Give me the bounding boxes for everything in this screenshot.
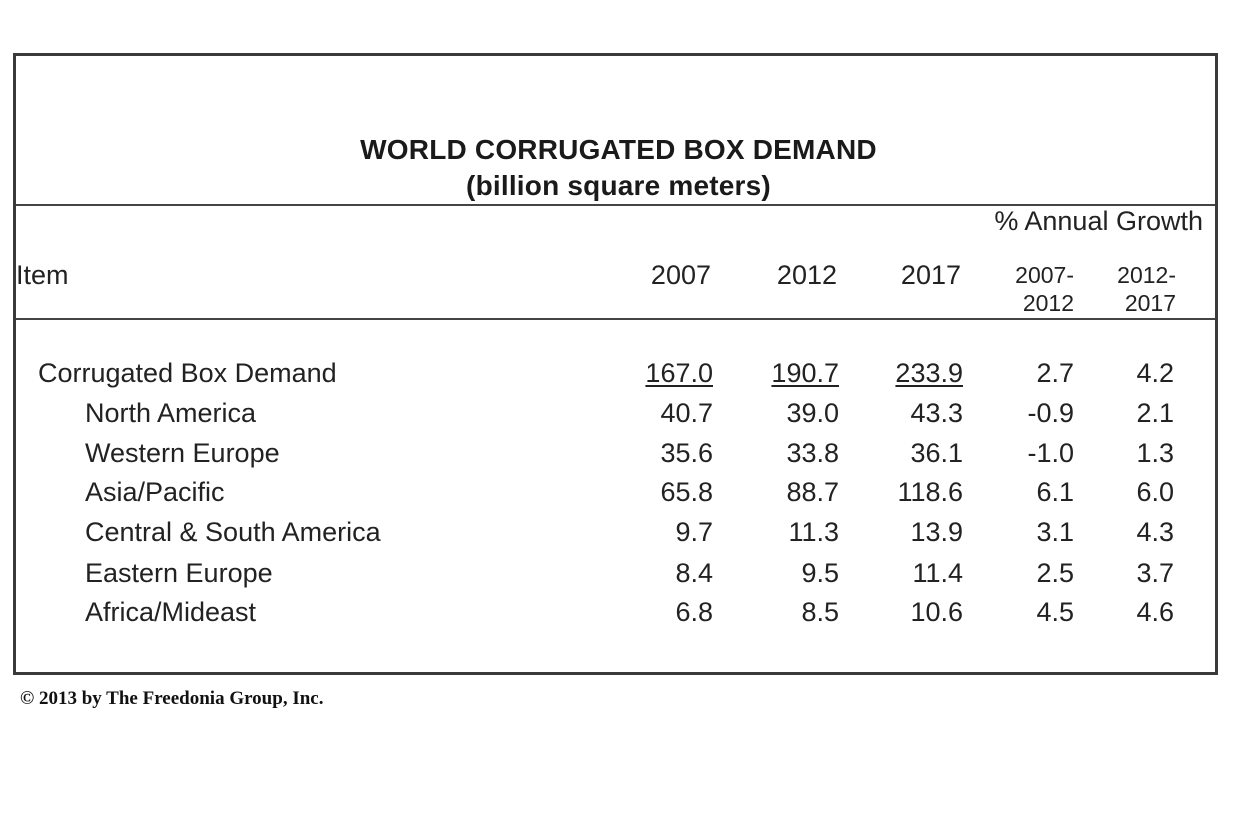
table-title: WORLD CORRUGATED BOX DEMAND [360, 134, 877, 165]
cell-2017: 10.6 [910, 597, 963, 627]
row-label: North America [85, 398, 257, 428]
row-label: Western Europe [85, 438, 280, 468]
table-row: North America 40.7 39.0 43.3 -0.9 2.1 [16, 398, 1215, 436]
cell-growth-2012-2017: 3.7 [1136, 558, 1174, 588]
cell-growth-2007-2012: -1.0 [1027, 438, 1074, 468]
range-header-2007-2012: 2007- 2012 [964, 261, 1074, 317]
range-end: 2017 [1124, 290, 1176, 316]
item-header: Item [16, 260, 69, 290]
range-end: 2012 [1022, 290, 1074, 316]
cell-growth-2012-2017: 4.2 [1136, 358, 1174, 388]
cell-2017: 43.3 [910, 398, 963, 428]
cell-2012: 190.7 [771, 358, 839, 388]
table-row-total: Corrugated Box Demand 167.0 190.7 233.9 … [16, 358, 1215, 396]
table-subtitle: (billion square meters) [466, 170, 771, 201]
row-label: Africa/Mideast [85, 597, 257, 627]
cell-growth-2012-2017: 6.0 [1136, 477, 1174, 507]
range-header-2012-2017: 2012- 2017 [1076, 261, 1176, 317]
copyright-notice: © 2013 by The Freedonia Group, Inc. [20, 688, 324, 709]
cell-2017: 233.9 [895, 358, 963, 388]
cell-2012: 8.5 [801, 597, 839, 627]
range-start: 2007- [1015, 262, 1074, 288]
cell-growth-2007-2012: 2.7 [1036, 358, 1074, 388]
cell-2012: 11.3 [788, 517, 839, 547]
cell-2017: 118.6 [897, 477, 963, 507]
row-label: Corrugated Box Demand [38, 358, 337, 388]
cell-2007: 9.7 [675, 517, 713, 547]
cell-2007: 8.4 [675, 558, 713, 588]
cell-growth-2007-2012: 2.5 [1036, 558, 1074, 588]
row-label: Eastern Europe [85, 558, 273, 588]
cell-2017: 36.1 [910, 438, 963, 468]
cell-2012: 88.7 [786, 477, 839, 507]
cell-growth-2007-2012: 3.1 [1036, 517, 1074, 547]
cell-2012: 33.8 [786, 438, 839, 468]
growth-header: % Annual Growth [994, 206, 1203, 236]
cell-2007: 35.6 [660, 438, 713, 468]
row-label: Asia/Pacific [85, 477, 225, 507]
cell-growth-2012-2017: 1.3 [1136, 438, 1174, 468]
year-header-2017: 2017 [900, 260, 961, 290]
cell-growth-2007-2012: -0.9 [1027, 398, 1074, 428]
divider-top [16, 204, 1215, 206]
cell-growth-2007-2012: 4.5 [1036, 597, 1074, 627]
cell-2012: 39.0 [786, 398, 839, 428]
cell-2007: 40.7 [660, 398, 713, 428]
year-header-2012: 2012 [776, 260, 837, 290]
cell-2017: 13.9 [910, 517, 963, 547]
range-start: 2012- [1117, 262, 1176, 288]
cell-2017: 11.4 [912, 558, 963, 588]
cell-growth-2012-2017: 4.3 [1136, 517, 1174, 547]
cell-growth-2012-2017: 2.1 [1136, 398, 1174, 428]
table-row: Eastern Europe 8.4 9.5 11.4 2.5 3.7 [16, 558, 1215, 596]
cell-2007: 6.8 [675, 597, 713, 627]
divider-header [16, 318, 1215, 320]
cell-growth-2012-2017: 4.6 [1136, 597, 1174, 627]
cell-2007: 167.0 [645, 358, 713, 388]
table-row: Asia/Pacific 65.8 88.7 118.6 6.1 6.0 [16, 477, 1215, 515]
cell-2007: 65.8 [660, 477, 713, 507]
table-frame: WORLD CORRUGATED BOX DEMAND (billion squ… [13, 53, 1218, 675]
table-row: Africa/Mideast 6.8 8.5 10.6 4.5 4.6 [16, 597, 1215, 635]
table-row: Central & South America 9.7 11.3 13.9 3.… [16, 517, 1215, 555]
year-header-2007: 2007 [650, 260, 711, 290]
table-row: Western Europe 35.6 33.8 36.1 -1.0 1.3 [16, 438, 1215, 476]
row-label: Central & South America [85, 517, 381, 547]
cell-2012: 9.5 [801, 558, 839, 588]
cell-growth-2007-2012: 6.1 [1036, 477, 1074, 507]
